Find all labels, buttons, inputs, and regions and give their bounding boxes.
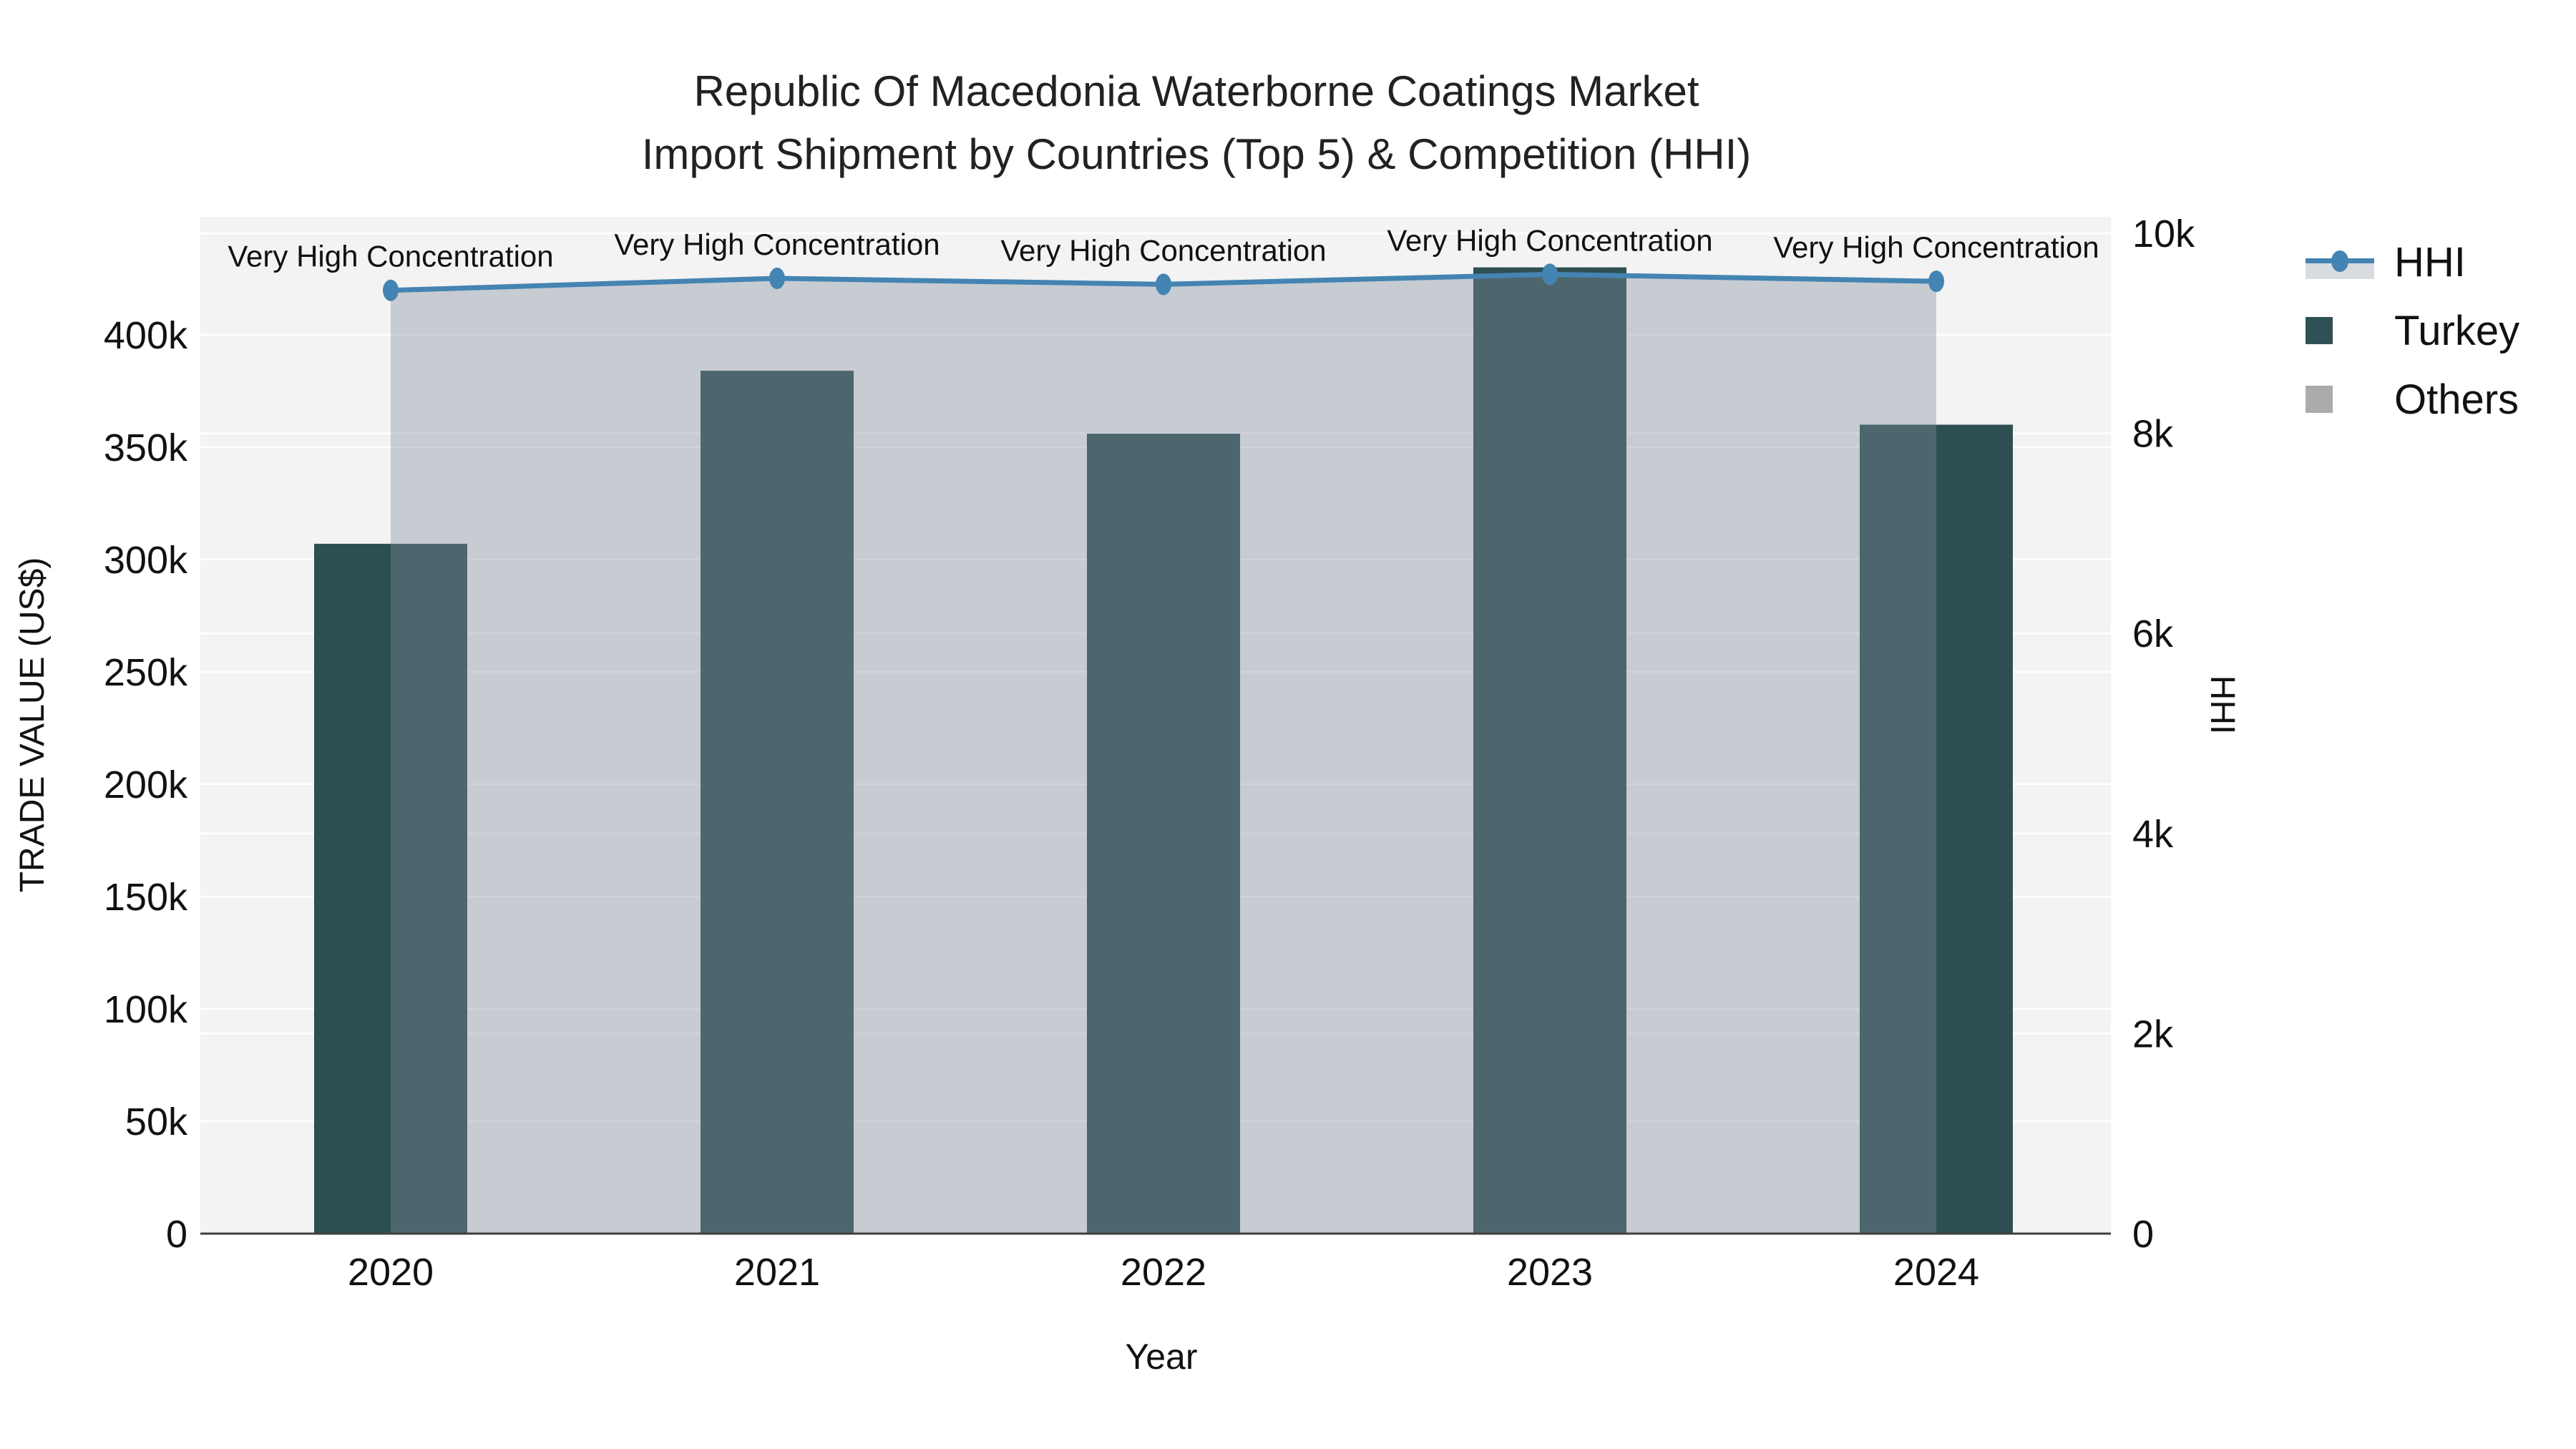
turkey-bar-2024[interactable] xyxy=(1860,424,2013,1234)
annotation-2020: Very High Concentration xyxy=(228,240,553,273)
turkey-bar-2022[interactable] xyxy=(1087,434,1240,1234)
x-axis-title: Year xyxy=(1125,1337,1198,1377)
hhi-marker-2021[interactable] xyxy=(769,267,785,289)
hhi-marker-2023[interactable] xyxy=(1542,263,1558,286)
y-left-tick-label-250k: 250k xyxy=(104,651,188,694)
legend-item-hhi[interactable]: HHI xyxy=(2306,228,2519,296)
legend-label-others: Others xyxy=(2394,376,2519,423)
turkey-bar-2020[interactable] xyxy=(314,543,467,1234)
y-left-tick-label-150k: 150k xyxy=(104,876,188,919)
y-left-tick-label-100k: 100k xyxy=(104,988,188,1031)
others-area[interactable] xyxy=(391,274,1936,1234)
y-left-tick-label-300k: 300k xyxy=(104,539,188,582)
x-tick-label-2023: 2023 xyxy=(1507,1251,1593,1294)
hhi-marker-2024[interactable] xyxy=(1928,270,1944,293)
chart-title-line2: Import Shipment by Countries (Top 5) & C… xyxy=(641,130,1752,178)
others-swatch-icon xyxy=(2306,376,2374,422)
y-left-tick-label-350k: 350k xyxy=(104,426,188,469)
y-right-tick-label-10k: 10k xyxy=(2132,213,2195,255)
y-right-tick-label-2k: 2k xyxy=(2132,1013,2174,1055)
y-right-tick-label-4k: 4k xyxy=(2132,813,2174,856)
annotation-2021: Very High Concentration xyxy=(614,228,940,261)
others-color-swatch xyxy=(2306,386,2333,413)
legend-item-others[interactable]: Others xyxy=(2306,365,2519,434)
y-left-axis-title: TRADE VALUE (US$) xyxy=(14,557,52,893)
y-left-tick-label-400k: 400k xyxy=(104,314,188,357)
hhi-marker-2020[interactable] xyxy=(383,279,399,301)
turkey-bar-2021[interactable] xyxy=(701,371,854,1234)
legend-label-hhi: HHI xyxy=(2394,238,2466,286)
turkey-swatch-icon xyxy=(2306,308,2374,353)
legend: HHI Turkey Others xyxy=(2306,228,2519,434)
y-right-axis-title: HHI xyxy=(2203,675,2241,735)
annotation-2024: Very High Concentration xyxy=(1773,230,2099,264)
y-right-tick-label-6k: 6k xyxy=(2132,613,2174,655)
y-right-tick-label-8k: 8k xyxy=(2132,413,2174,456)
chart-title-line1: Republic Of Macedonia Waterborne Coating… xyxy=(693,67,1699,115)
x-tick-label-2024: 2024 xyxy=(1893,1251,1979,1294)
annotation-2022: Very High Concentration xyxy=(1000,233,1326,267)
y-left-tick-label-0: 0 xyxy=(166,1213,187,1256)
y-right-tick-label-0: 0 xyxy=(2132,1213,2154,1256)
y-left-tick-label-200k: 200k xyxy=(104,763,188,806)
x-tick-label-2022: 2022 xyxy=(1121,1251,1206,1294)
legend-item-turkey[interactable]: Turkey xyxy=(2306,296,2519,365)
turkey-color-swatch xyxy=(2306,317,2333,344)
y-left-tick-label-50k: 50k xyxy=(125,1101,188,1143)
hhi-line-legend-icon xyxy=(2306,239,2374,285)
x-tick-label-2020: 2020 xyxy=(348,1251,434,1294)
legend-label-turkey: Turkey xyxy=(2394,307,2520,354)
hhi-line-marker xyxy=(2331,250,2348,272)
hhi-marker-2022[interactable] xyxy=(1156,273,1171,296)
x-tick-label-2021: 2021 xyxy=(734,1251,820,1294)
turkey-bar-2023[interactable] xyxy=(1473,267,1626,1234)
annotation-2023: Very High Concentration xyxy=(1387,223,1712,257)
